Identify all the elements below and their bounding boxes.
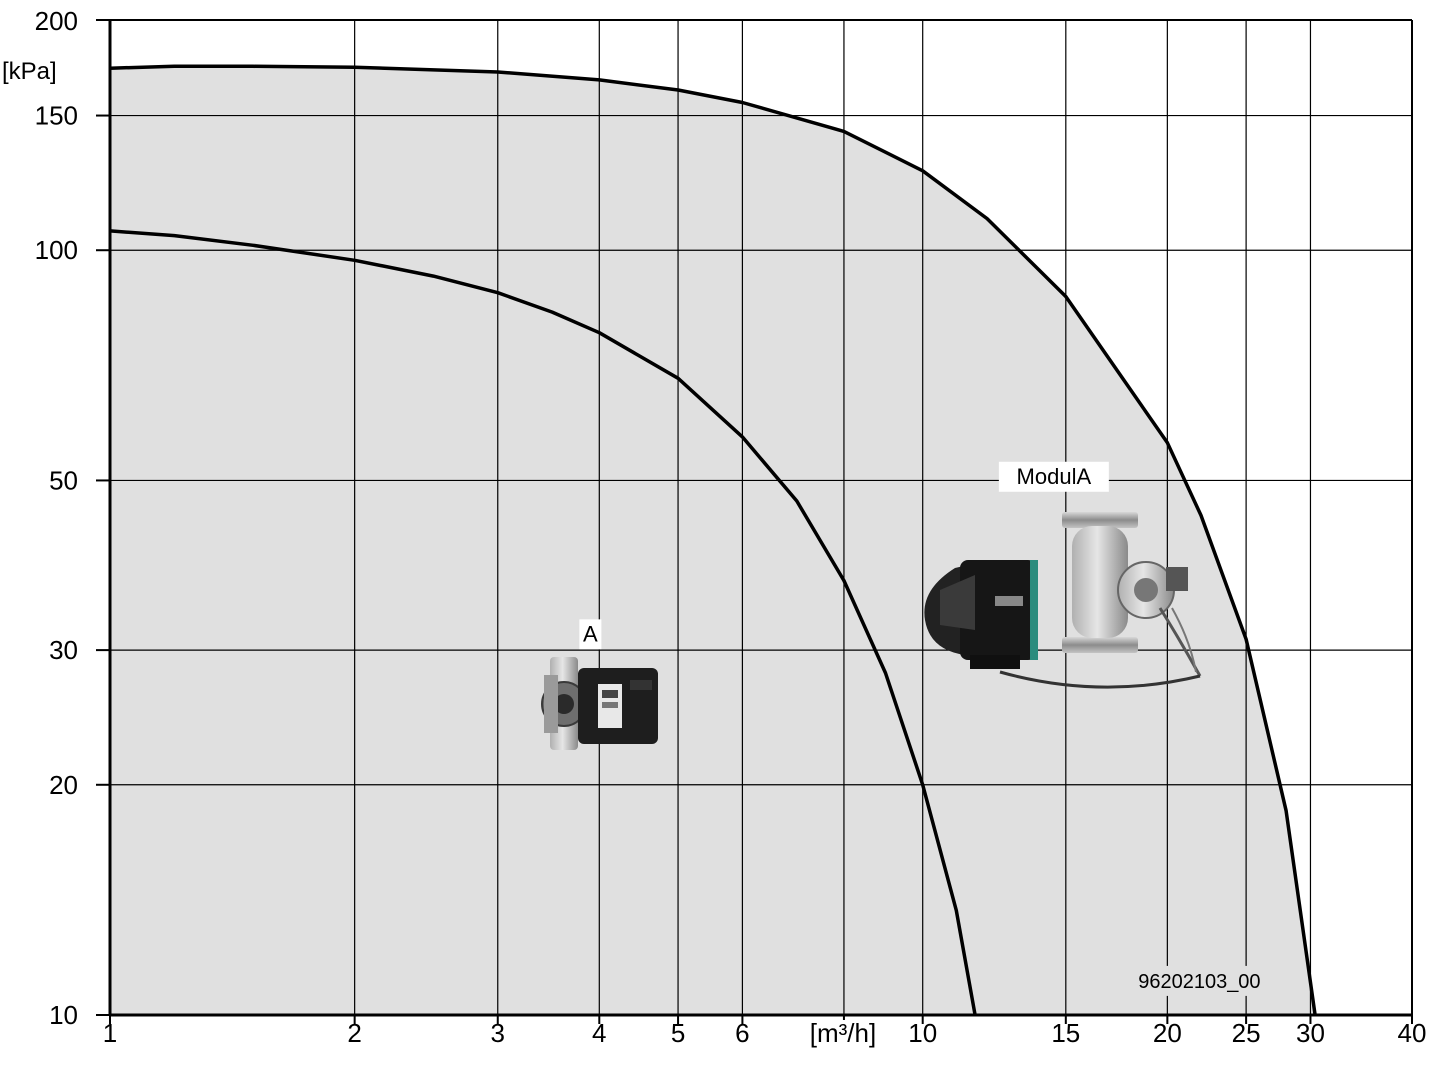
annotation-bg bbox=[1122, 965, 1277, 996]
x-label-bg bbox=[800, 1020, 888, 1050]
y-tick-label: 150 bbox=[35, 101, 78, 131]
x-tick-label: 15 bbox=[1051, 1018, 1080, 1048]
y-tick-label: 30 bbox=[49, 635, 78, 665]
x-tick-label: 25 bbox=[1232, 1018, 1261, 1048]
pump-curve-a bbox=[110, 229, 977, 1015]
x-tick-label: 30 bbox=[1296, 1018, 1325, 1048]
y-tick-label: 20 bbox=[49, 770, 78, 800]
operating-area bbox=[110, 66, 1316, 1015]
x-tick-label: 2 bbox=[347, 1018, 361, 1048]
x-tick-label: 10 bbox=[908, 1018, 937, 1048]
x-tick-label: 20 bbox=[1153, 1018, 1182, 1048]
y-tick-label: 200 bbox=[35, 6, 78, 36]
pump-a-image bbox=[541, 657, 658, 750]
x-tick-label: 1 bbox=[103, 1018, 117, 1048]
annotation-bg bbox=[579, 619, 602, 650]
pump-moduloa-image bbox=[924, 512, 1202, 689]
annotation-bg bbox=[998, 461, 1109, 492]
x-tick-label: 5 bbox=[671, 1018, 685, 1048]
x-tick-label: 4 bbox=[592, 1018, 606, 1048]
x-tick-label: 3 bbox=[491, 1018, 505, 1048]
x-tick-label: 6 bbox=[735, 1018, 749, 1048]
pump-curve-modula bbox=[110, 64, 1317, 1015]
y-tick-label: 10 bbox=[49, 1000, 78, 1030]
series-label-a: A bbox=[583, 621, 598, 646]
y-axis-label: [kPa] bbox=[2, 58, 57, 85]
y-tick-label: 50 bbox=[49, 465, 78, 495]
x-tick-label: 40 bbox=[1398, 1018, 1427, 1048]
series-label-modula: ModulA bbox=[1017, 464, 1092, 489]
y-tick-label: 100 bbox=[35, 235, 78, 265]
drawing-code-label: 96202103_00 bbox=[1138, 971, 1260, 993]
x-axis-label: [m³/h] bbox=[810, 1018, 876, 1048]
